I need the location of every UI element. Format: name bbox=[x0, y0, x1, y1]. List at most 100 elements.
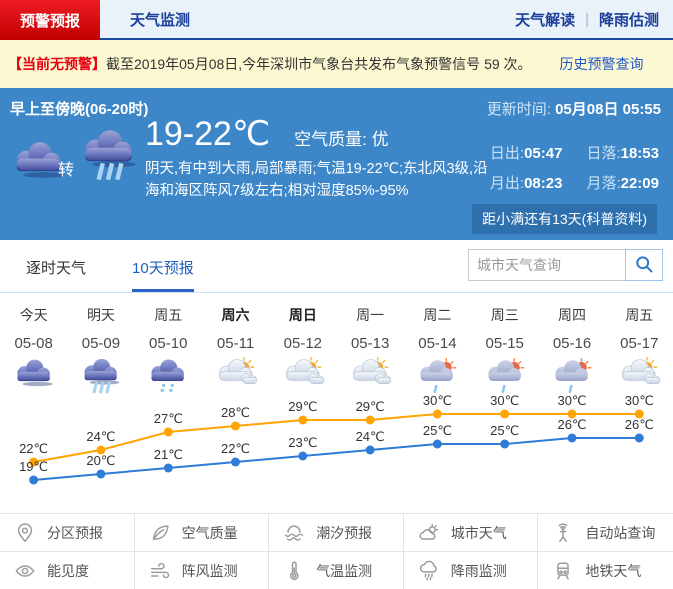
svg-text:22℃: 22℃ bbox=[221, 441, 250, 456]
day-name: 周日 bbox=[269, 305, 336, 325]
city-weather-icon bbox=[417, 522, 441, 544]
forecast-day-column[interactable]: 周日 05-12 bbox=[269, 293, 336, 398]
day-name: 周一 bbox=[336, 305, 403, 325]
forecast-day-column[interactable]: 周三 05-15 bbox=[471, 293, 538, 398]
sun-cloud-icon bbox=[269, 356, 336, 398]
current-weather-panel: 早上至傍晚(06-20时) 更新时间: 05月08日 05:55 转 19-22… bbox=[0, 88, 673, 240]
day-name: 周三 bbox=[471, 305, 538, 325]
day-date: 05-15 bbox=[471, 335, 538, 352]
svg-text:26℃: 26℃ bbox=[625, 417, 654, 432]
day-date: 05-14 bbox=[404, 335, 471, 352]
sun-cloud-icon bbox=[336, 356, 403, 398]
forecast-day-column[interactable]: 周六 05-11 bbox=[202, 293, 269, 398]
weather-station-icon bbox=[551, 522, 575, 544]
footer-menu-label: 自动站查询 bbox=[585, 523, 655, 543]
tab-weather-monitor[interactable]: 天气监测 bbox=[100, 0, 220, 38]
footer-menu-item[interactable]: 地铁天气 bbox=[538, 552, 673, 589]
alert-text: 截至2019年05月08日,今年深圳市气象台共发布气象预警信号 59 次。 bbox=[106, 54, 532, 74]
footer-menu-item[interactable]: 降雨监测 bbox=[404, 552, 539, 589]
air-quality: 空气质量: 优 bbox=[294, 125, 388, 150]
transition-label: 转 bbox=[58, 156, 74, 180]
light-rain-icon bbox=[135, 356, 202, 398]
solar-term-note[interactable]: 距小满还有13天(科普资料) bbox=[472, 204, 657, 234]
svg-text:29℃: 29℃ bbox=[356, 399, 385, 414]
footer-menu-label: 地铁天气 bbox=[585, 561, 641, 581]
city-weather-search bbox=[468, 249, 663, 281]
top-nav: 预警预报 天气监测 天气解读 | 降雨估测 bbox=[0, 0, 673, 40]
air-quality-label: 空气质量: bbox=[294, 130, 367, 149]
svg-text:24℃: 24℃ bbox=[86, 429, 115, 444]
sun-cloud-icon bbox=[606, 356, 673, 398]
footer-menu-item[interactable]: 城市天气 bbox=[404, 514, 539, 552]
leaf-icon bbox=[148, 522, 172, 544]
svg-text:30℃: 30℃ bbox=[423, 393, 452, 408]
heavy-rain-icon bbox=[76, 126, 142, 189]
train-icon bbox=[551, 560, 575, 582]
history-warning-link[interactable]: 历史预警查询 bbox=[560, 54, 644, 74]
day-name: 周六 bbox=[202, 305, 269, 325]
footer-menu-item[interactable]: 阵风监测 bbox=[135, 552, 270, 589]
footer-menu-item[interactable]: 气温监测 bbox=[269, 552, 404, 589]
eye-icon bbox=[13, 560, 37, 582]
day-date: 05-11 bbox=[202, 335, 269, 352]
link-weather-interpretation[interactable]: 天气解读 bbox=[515, 9, 575, 30]
footer-menu-label: 降雨监测 bbox=[451, 561, 507, 581]
temperature-range: 19-22℃ bbox=[145, 114, 270, 154]
svg-text:30℃: 30℃ bbox=[625, 393, 654, 408]
cloud-sun-rain-icon bbox=[404, 356, 471, 398]
svg-text:30℃: 30℃ bbox=[557, 393, 586, 408]
svg-text:26℃: 26℃ bbox=[557, 417, 586, 432]
search-button[interactable] bbox=[625, 249, 663, 281]
svg-text:19℃: 19℃ bbox=[19, 459, 48, 474]
day-date: 05-10 bbox=[135, 335, 202, 352]
svg-text:21℃: 21℃ bbox=[154, 447, 183, 462]
footer-menu-label: 能见度 bbox=[47, 561, 89, 581]
day-date: 05-12 bbox=[269, 335, 336, 352]
top-nav-links: 天气解读 | 降雨估测 bbox=[515, 0, 673, 38]
forecast-period-label: 早上至傍晚(06-20时) bbox=[10, 98, 148, 119]
svg-text:29℃: 29℃ bbox=[288, 399, 317, 414]
svg-text:24℃: 24℃ bbox=[356, 429, 385, 444]
footer-menu-item[interactable]: 自动站查询 bbox=[538, 514, 673, 552]
update-time-value: 05月08日 05:55 bbox=[555, 101, 661, 118]
day-date: 05-17 bbox=[606, 335, 673, 352]
footer-menu-item[interactable]: 分区预报 bbox=[0, 514, 135, 552]
link-rain-estimate[interactable]: 降雨估测 bbox=[599, 9, 659, 30]
day-name: 今天 bbox=[0, 305, 67, 325]
tab-hourly-weather[interactable]: 逐时天气 bbox=[26, 257, 86, 292]
alert-status-badge: 【当前无预警】 bbox=[8, 54, 106, 74]
weather-description: 阴天,有中到大雨,局部暴雨;气温19-22℃;东北风3级,沿海和海区阵风7级左右… bbox=[145, 159, 490, 203]
sun-moon-item: 日落:18:53 bbox=[586, 142, 659, 163]
footer-menu-item[interactable]: 空气质量 bbox=[135, 514, 270, 552]
svg-text:23℃: 23℃ bbox=[288, 435, 317, 450]
footer-menu-label: 城市天气 bbox=[451, 523, 507, 543]
day-date: 05-13 bbox=[336, 335, 403, 352]
city-weather-search-input[interactable] bbox=[468, 249, 626, 281]
svg-text:30℃: 30℃ bbox=[490, 393, 519, 408]
air-quality-value: 优 bbox=[372, 130, 389, 149]
footer-menu-item[interactable]: 能见度 bbox=[0, 552, 135, 589]
svg-text:25℃: 25℃ bbox=[423, 423, 452, 438]
thermometer-icon bbox=[282, 560, 306, 582]
footer-menu-item[interactable]: 潮汐预报 bbox=[269, 514, 404, 552]
forecast-day-column[interactable]: 周一 05-13 bbox=[336, 293, 403, 398]
divider: | bbox=[585, 11, 589, 28]
cloud-sun-rain-icon bbox=[538, 356, 605, 398]
tab-warning-forecast[interactable]: 预警预报 bbox=[0, 0, 100, 40]
tide-icon bbox=[282, 522, 306, 544]
sun-moon-item: 月落:22:09 bbox=[586, 172, 659, 193]
svg-text:28℃: 28℃ bbox=[221, 405, 250, 420]
tab-ten-day-forecast[interactable]: 10天预报 bbox=[132, 257, 194, 292]
footer-menu-label: 气温监测 bbox=[316, 561, 372, 581]
cloud-sun-rain-icon bbox=[471, 356, 538, 398]
sun-moon-item: 月出:08:23 bbox=[490, 172, 563, 193]
update-time-label: 更新时间: bbox=[487, 101, 551, 118]
